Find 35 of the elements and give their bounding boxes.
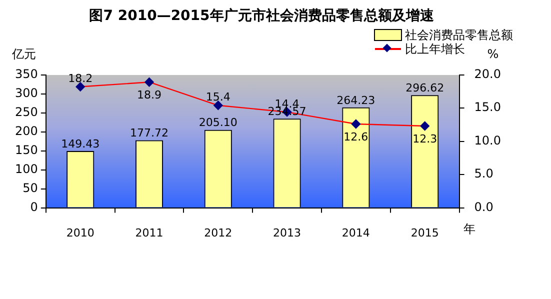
data-label: 15.4: [206, 90, 230, 104]
x-tick-label: 2013: [273, 226, 302, 240]
y-tick-label: 350: [15, 66, 38, 81]
data-label: 264.23: [336, 94, 376, 107]
x-tick-label: 2014: [342, 226, 370, 240]
data-label: 18.2: [68, 72, 93, 86]
data-label: 296.62: [406, 81, 444, 94]
y2-tick-label: 0.0: [474, 200, 494, 214]
y2-axis-title: %: [487, 46, 499, 61]
data-label: 18.9: [137, 88, 162, 102]
y-tick-label: 50: [22, 180, 38, 195]
y-axis-title: 亿元: [10, 46, 36, 61]
y2-tick-label: 10.0: [474, 133, 501, 148]
data-label: 205.10: [198, 116, 238, 130]
data-label: 12.6: [344, 130, 368, 144]
y2-tick-label: 15.0: [474, 100, 501, 114]
y-tick-label: 300: [15, 86, 38, 100]
y2-tick-label: 20.0: [474, 66, 501, 81]
y-tick-label: 0: [30, 200, 38, 214]
x-tick-label: 2011: [135, 226, 164, 240]
y-tick-label: 150: [15, 142, 38, 157]
x-tick-label: 2010: [66, 226, 94, 240]
x-tick-label: 2012: [204, 226, 232, 240]
data-label: 177.72: [130, 126, 168, 140]
legend-label: 社会消费品零售总额: [405, 28, 513, 42]
legend-label: 比上年增长: [405, 42, 465, 56]
y2-tick-label: 5.0: [474, 166, 494, 181]
x-axis-title: 年: [463, 222, 476, 236]
y-tick-label: 100: [15, 162, 38, 176]
y-tick-label: 250: [15, 104, 38, 119]
y-tick-label: 200: [15, 124, 38, 138]
chart-title: 图7 2010—2015年广元市社会消费品零售总额及增速: [89, 7, 435, 24]
x-tick-label: 2015: [410, 226, 439, 240]
data-label: 12.3: [412, 132, 438, 146]
data-label: 149.43: [61, 137, 100, 150]
